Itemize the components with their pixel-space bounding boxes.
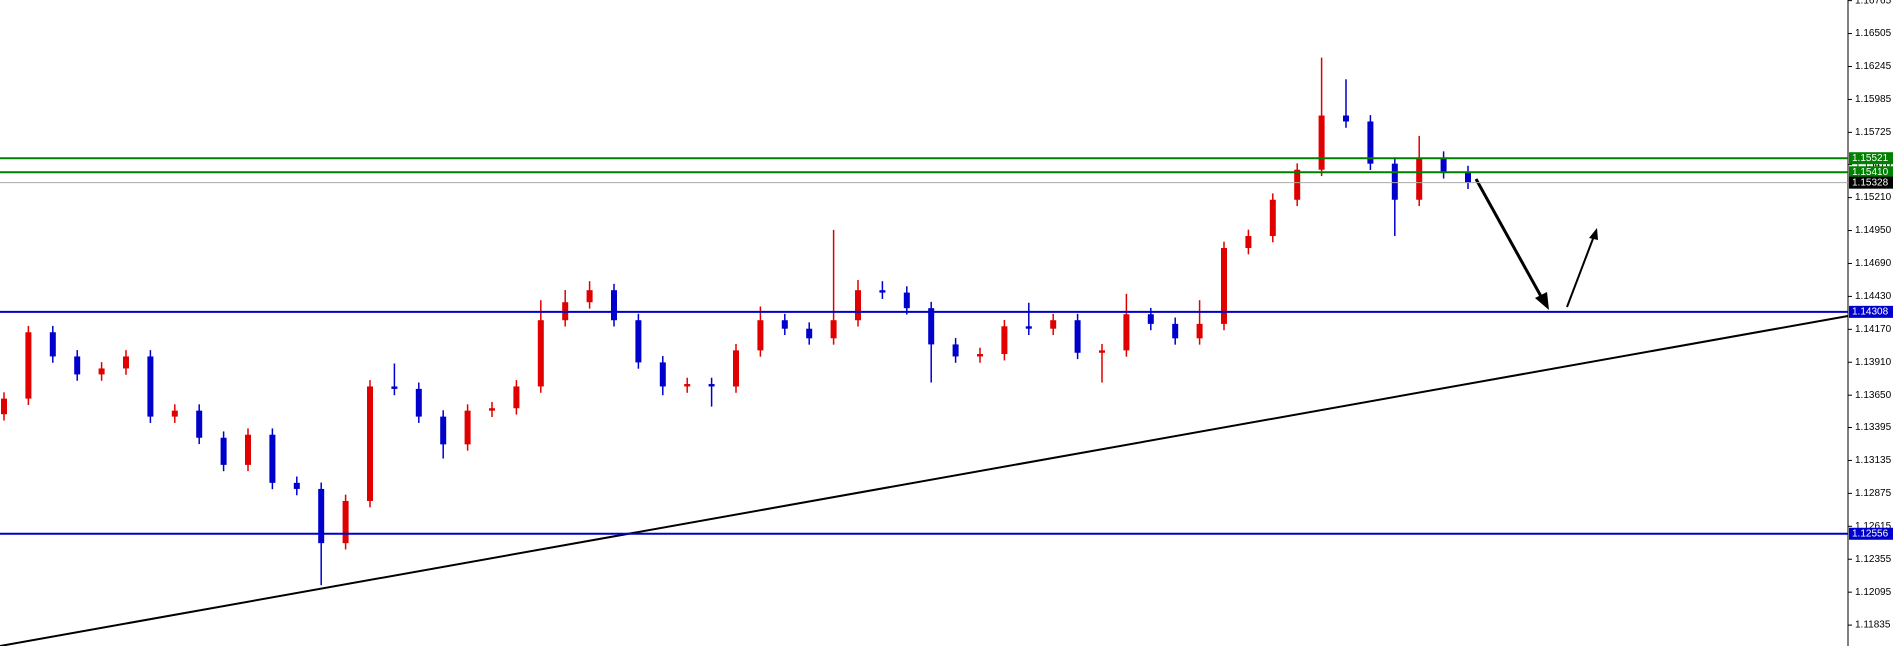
candle-body <box>245 434 251 465</box>
candle-body <box>196 410 203 438</box>
y-tick-label: 1.15985 <box>1855 94 1892 105</box>
candle-body <box>684 384 691 387</box>
y-tick-label: 1.12095 <box>1855 587 1892 598</box>
candle-body <box>1416 157 1423 200</box>
candle-body <box>757 320 764 351</box>
candle-body <box>1318 115 1325 170</box>
y-tick-label: 1.12355 <box>1855 554 1892 565</box>
level-label: 1.14308 <box>1852 306 1889 317</box>
y-tick-label: 1.12615 <box>1855 521 1892 532</box>
level-label-bg <box>1849 152 1893 165</box>
candle-body <box>952 344 959 357</box>
candle-body <box>147 356 154 417</box>
candle-body <box>903 292 910 309</box>
candle-body <box>1440 157 1447 173</box>
candle-body <box>806 328 813 339</box>
candle-body <box>1123 314 1130 351</box>
candle-body <box>781 320 788 329</box>
candle-body <box>123 356 129 369</box>
trend-line <box>0 315 1849 646</box>
y-tick-label: 1.12875 <box>1855 488 1892 499</box>
arrows <box>1474 178 1598 310</box>
candle-body <box>464 410 471 445</box>
candle-body <box>611 290 617 321</box>
level-label-bg <box>1849 527 1893 540</box>
level-label: 1.15328 <box>1852 177 1889 188</box>
candle-body <box>1074 320 1081 353</box>
candle-body <box>1343 115 1349 122</box>
candle-body <box>440 416 447 445</box>
candle-body <box>1 398 7 415</box>
y-tick-label: 1.15725 <box>1855 127 1892 138</box>
y-tick-label: 1.15470 <box>1855 159 1892 170</box>
arrow-down <box>1474 178 1545 301</box>
candle-body <box>74 356 81 375</box>
candle-body <box>1245 235 1252 249</box>
candle-body <box>635 320 642 363</box>
y-tick-label: 1.15210 <box>1855 192 1892 203</box>
candle-body <box>1025 326 1032 329</box>
y-tick-label: 1.13910 <box>1855 357 1892 368</box>
candle-body <box>269 434 276 483</box>
y-tick-label: 1.13650 <box>1855 390 1892 401</box>
candle-body <box>1147 314 1154 324</box>
candle-body <box>708 384 715 387</box>
level-label: 1.15410 <box>1852 167 1889 178</box>
candle-body <box>1196 323 1203 339</box>
candle-body <box>659 362 666 387</box>
candle-body <box>855 290 861 321</box>
level-label-bg <box>1849 176 1893 189</box>
y-tick-label: 1.16505 <box>1855 28 1892 39</box>
candle-body <box>1099 350 1105 353</box>
candle-body <box>1465 172 1471 183</box>
candle-body <box>1294 169 1301 200</box>
candle-body <box>489 408 495 411</box>
candle-body <box>1221 248 1227 324</box>
candle-body <box>1367 121 1374 164</box>
candle-body <box>98 368 105 375</box>
y-tick-label: 1.11835 <box>1855 620 1891 631</box>
level-label: 1.12556 <box>1852 528 1889 539</box>
candle-body <box>1050 320 1057 329</box>
candle-body <box>879 290 886 293</box>
candle-body <box>537 320 544 387</box>
y-tick-label: 1.14170 <box>1855 324 1892 335</box>
candle-body <box>733 350 739 387</box>
candle-body <box>1391 163 1398 200</box>
y-tick-label: 1.14690 <box>1855 258 1892 269</box>
candle-body <box>830 320 837 339</box>
candle-body <box>25 332 32 399</box>
candle-body <box>220 437 227 465</box>
candle-body <box>513 386 520 409</box>
y-tick-label: 1.14430 <box>1855 291 1892 302</box>
y-tick-label: 1.16765 <box>1855 0 1892 6</box>
candle-body <box>367 386 373 501</box>
candle-body <box>391 386 398 389</box>
y-tick-label: 1.13135 <box>1855 455 1892 466</box>
arrow-head <box>1589 228 1598 240</box>
y-tick-label: 1.16245 <box>1855 61 1892 72</box>
candle-body <box>342 500 349 544</box>
candle-body <box>977 354 983 357</box>
candle-body <box>49 332 56 357</box>
y-tick-label: 1.14950 <box>1855 225 1892 236</box>
arrow-up <box>1566 235 1595 308</box>
level-label: 1.15521 <box>1852 153 1889 164</box>
candle-body <box>318 488 325 544</box>
candle-body <box>928 308 935 345</box>
candle-body <box>1172 323 1179 339</box>
level-label-bg <box>1849 305 1893 318</box>
candle-body <box>586 290 593 303</box>
y-tick-label: 1.13395 <box>1855 422 1892 433</box>
arrow-head <box>1535 292 1549 310</box>
candle-body <box>415 388 422 417</box>
candle-body <box>171 410 178 417</box>
candle-body <box>1001 326 1008 355</box>
candle-body <box>1269 199 1276 236</box>
candle-body <box>293 482 300 489</box>
level-label-bg <box>1849 166 1893 179</box>
